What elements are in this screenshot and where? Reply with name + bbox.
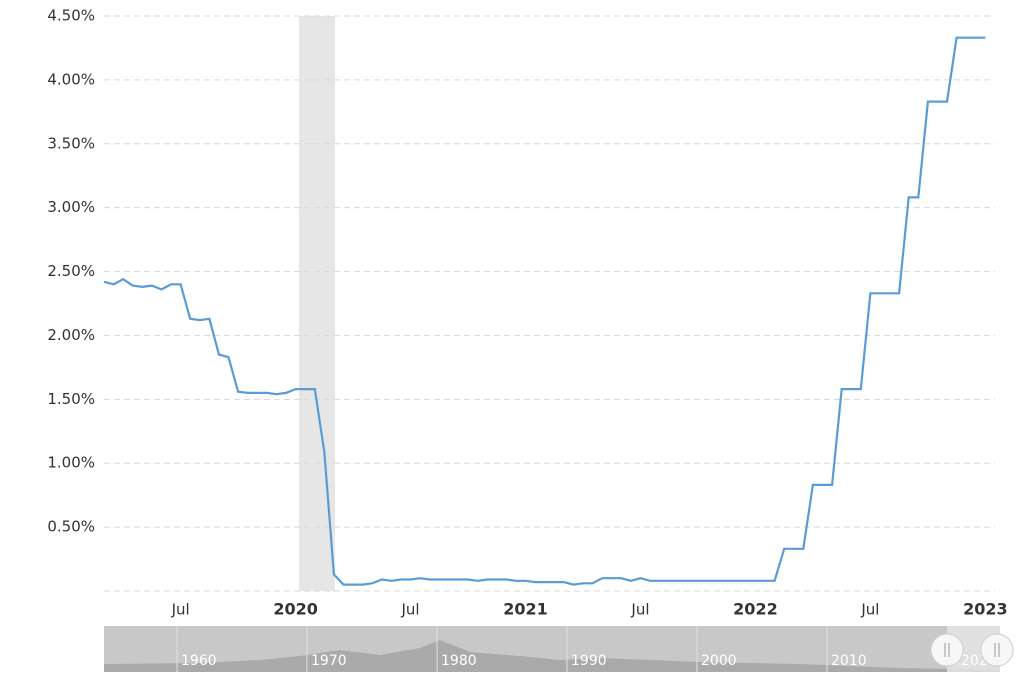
x-tick-label: Jul [630,601,649,619]
navigator-label: 1960 [181,653,217,669]
navigator-label: 1970 [311,653,347,669]
rate-line [103,36,986,586]
y-tick-label: 0.50% [47,518,95,536]
navigator-handle[interactable] [930,633,964,667]
x-tick-label: Jul [171,601,190,619]
x-tick-label: Jul [401,601,420,619]
x-tick-label: 2022 [733,600,778,619]
navigator-area [104,640,1000,672]
navigator-label: 1990 [571,653,607,669]
y-tick-label: 2.00% [47,326,95,344]
y-tick-label: 4.00% [47,70,95,88]
plot: 0.50% 1.00% 1.50% 2.00% 2.50% 3.00% 3.50% 4.00%… [47,7,1007,619]
grid [104,15,995,592]
y-tick-label: 4.50% [47,7,95,25]
navigator-label: 2000 [701,653,737,669]
y-tick-label: 1.00% [47,454,95,472]
y-tick-label: 3.50% [47,134,95,152]
y-tick-label: 3.00% [47,198,95,216]
x-tick-label: Jul [860,601,879,619]
navigator-handle[interactable] [980,633,1014,667]
navigator: 1960 1970 1980 1990 2000 2010 2020 [104,626,1014,672]
navigator-label: 1980 [441,653,477,669]
navigator-label: 2010 [831,653,867,669]
x-tick-label: 2023 [963,600,1008,619]
x-tick-label: 2021 [503,600,548,619]
y-tick-label: 1.50% [47,390,95,408]
x-tick-label: 2020 [273,600,318,619]
recession-band [299,16,335,591]
y-tick-label: 2.50% [47,262,95,280]
